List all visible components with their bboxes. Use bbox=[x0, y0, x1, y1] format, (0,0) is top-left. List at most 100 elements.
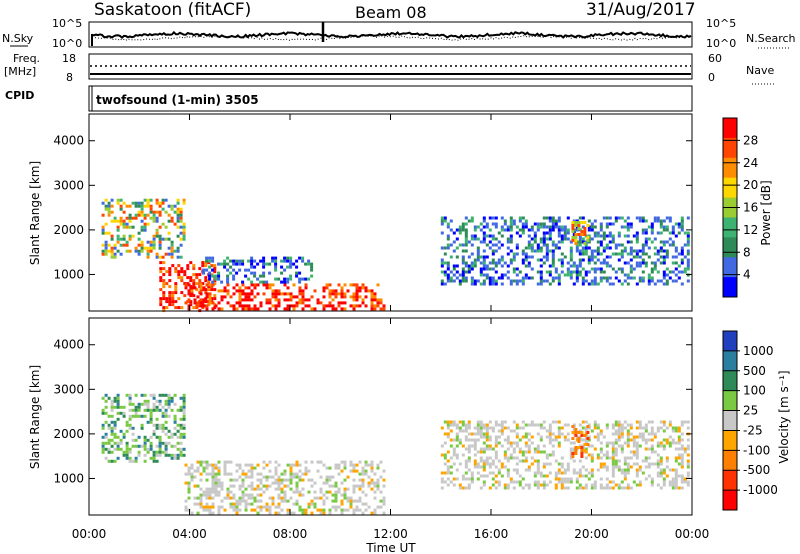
heatmap-cell bbox=[574, 242, 578, 245]
heatmap-cell bbox=[376, 298, 380, 302]
heatmap-cell bbox=[635, 426, 639, 430]
heatmap-cell bbox=[614, 423, 618, 427]
noise-sky-line bbox=[91, 30, 692, 40]
xaxis-tick-label: 00:00 bbox=[72, 527, 107, 541]
heatmap-cell bbox=[590, 453, 594, 457]
heatmap-cell bbox=[295, 301, 299, 305]
heatmap-cell bbox=[113, 420, 117, 424]
heatmap-cell bbox=[161, 423, 165, 427]
heatmap-cell bbox=[485, 462, 489, 466]
heatmap-cell bbox=[229, 490, 233, 494]
heatmap-cell bbox=[599, 222, 603, 226]
heatmap-cell bbox=[586, 224, 590, 227]
heatmap-cell bbox=[659, 471, 663, 475]
heatmap-cell bbox=[452, 267, 456, 271]
heatmap-cell bbox=[605, 261, 609, 265]
heatmap-cell bbox=[250, 292, 254, 296]
heatmap-cell bbox=[334, 499, 338, 503]
heatmap-cell bbox=[122, 234, 126, 238]
heatmap-cell bbox=[527, 240, 531, 244]
heatmap-cell bbox=[256, 484, 260, 488]
heatmap-cell bbox=[680, 270, 684, 274]
heatmap-cell bbox=[452, 453, 456, 457]
heatmap-cell bbox=[479, 270, 483, 274]
heatmap-cell bbox=[674, 471, 678, 475]
heatmap-cell bbox=[650, 429, 654, 433]
heatmap-cell bbox=[110, 426, 114, 430]
heatmap-cell bbox=[626, 423, 630, 427]
heatmap-cell bbox=[542, 243, 546, 247]
heatmap-cell bbox=[190, 289, 194, 293]
heatmap-cell bbox=[346, 487, 350, 491]
heatmap-cell bbox=[461, 276, 465, 280]
heatmap-cell bbox=[590, 474, 594, 478]
heatmap-cell bbox=[572, 282, 576, 286]
colorbar-tick-label: -100 bbox=[743, 443, 770, 457]
heatmap-cell bbox=[503, 438, 507, 442]
heatmap-cell bbox=[268, 460, 272, 464]
heatmap-cell bbox=[467, 423, 471, 427]
heatmap-cell bbox=[122, 450, 126, 454]
noise-panel: N.Sky 10^5 10^0 10^5 10^0 N.Search bbox=[2, 17, 796, 50]
heatmap-cell bbox=[584, 456, 588, 460]
heatmap-cell bbox=[259, 472, 263, 476]
heatmap-cell bbox=[193, 286, 197, 290]
heatmap-cell bbox=[140, 249, 144, 253]
heatmap-cell bbox=[551, 258, 555, 262]
heatmap-cell bbox=[671, 441, 675, 445]
heatmap-cell bbox=[193, 496, 197, 500]
heatmap-cell bbox=[476, 450, 480, 454]
heatmap-cell bbox=[560, 465, 564, 469]
heatmap-cell bbox=[361, 481, 365, 485]
heatmap-cell bbox=[674, 477, 678, 481]
heatmap-cell bbox=[548, 270, 552, 274]
heatmap-cell bbox=[650, 480, 654, 484]
heatmap-cell bbox=[563, 468, 567, 472]
colorbar-swatch bbox=[723, 237, 737, 258]
heatmap-cell bbox=[569, 270, 573, 274]
colorbar-swatch bbox=[723, 118, 737, 139]
heatmap-cell bbox=[626, 240, 630, 244]
heatmap-cell bbox=[373, 496, 377, 500]
heatmap-cell bbox=[574, 221, 578, 224]
heatmap-cell bbox=[509, 453, 513, 457]
heatmap-cell bbox=[213, 264, 217, 268]
heatmap-cell bbox=[578, 243, 582, 247]
heatmap-cell bbox=[574, 431, 578, 434]
heatmap-cell bbox=[644, 252, 648, 256]
heatmap-cell bbox=[352, 487, 356, 491]
heatmap-cell bbox=[650, 261, 654, 265]
heatmap-cell bbox=[104, 393, 108, 397]
heatmap-cell bbox=[620, 252, 624, 256]
heatmap-cell bbox=[521, 477, 525, 481]
heatmap-cell bbox=[128, 399, 132, 403]
heatmap-cell bbox=[268, 298, 272, 302]
heatmap-cell bbox=[361, 478, 365, 482]
heatmap-cell bbox=[674, 246, 678, 250]
heatmap-cell bbox=[189, 261, 193, 265]
heatmap-cell bbox=[580, 455, 584, 458]
heatmap-cell bbox=[545, 243, 549, 247]
heatmap-cell bbox=[599, 276, 603, 280]
heatmap-cell bbox=[352, 463, 356, 467]
heatmap-cell bbox=[110, 255, 114, 259]
heatmap-cell bbox=[155, 435, 159, 439]
heatmap-cell bbox=[605, 423, 609, 427]
heatmap-cell bbox=[677, 441, 681, 445]
heatmap-cell bbox=[286, 511, 290, 515]
heatmap-cell bbox=[668, 483, 672, 487]
heatmap-cell bbox=[349, 295, 353, 299]
heatmap-cell bbox=[192, 294, 196, 298]
heatmap-cell bbox=[476, 423, 480, 427]
heatmap-cell bbox=[464, 438, 468, 442]
heatmap-cell bbox=[137, 252, 141, 256]
heatmap-cell bbox=[563, 438, 567, 442]
heatmap-cell bbox=[140, 243, 144, 247]
heatmap-cell bbox=[515, 426, 519, 430]
heatmap-cell bbox=[473, 282, 477, 286]
heatmap-cell bbox=[599, 240, 603, 244]
heatmap-cell bbox=[119, 216, 123, 220]
heatmap-cell bbox=[542, 462, 546, 466]
heatmap-cell bbox=[590, 456, 594, 460]
heatmap-cell bbox=[539, 222, 543, 226]
